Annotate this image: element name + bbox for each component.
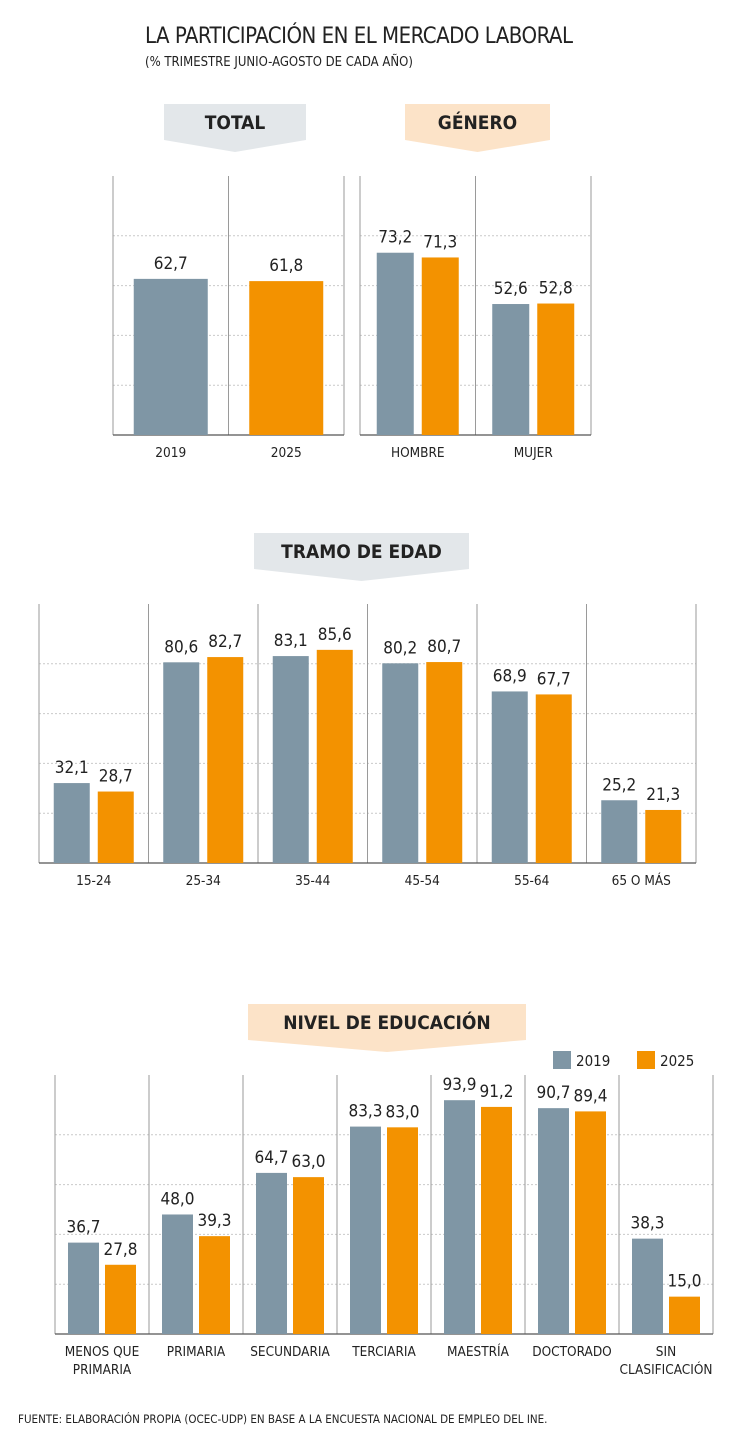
genero-bar	[492, 304, 530, 435]
edad-bar	[207, 657, 244, 863]
legend-label: 2025	[660, 1052, 694, 1070]
educacion-tick-label: PRIMARIA	[73, 1362, 132, 1378]
educacion-bar	[632, 1238, 663, 1334]
educacion-data-label: 38,3	[630, 1214, 664, 1234]
edad-data-label: 80,7	[427, 637, 461, 657]
edad-data-label: 80,6	[164, 637, 198, 657]
genero-banner	[405, 104, 550, 152]
edad-data-label: 21,3	[646, 785, 680, 805]
educacion-tick-label: SIN	[656, 1344, 676, 1360]
educacion-bar	[387, 1127, 418, 1334]
educacion-bar	[481, 1106, 512, 1334]
educacion-banner-label: NIVEL DE EDUCACIÓN	[283, 1010, 491, 1034]
educacion-data-label: 63,0	[291, 1152, 325, 1172]
edad-data-label: 82,7	[208, 632, 242, 652]
total-data-label: 62,7	[154, 254, 188, 274]
page-title: LA PARTICIPACIÓN EN EL MERCADO LABORAL	[145, 24, 573, 49]
source-note: FUENTE: ELABORACIÓN PROPIA (OCEC-UDP) EN…	[18, 1412, 548, 1426]
edad-bar	[163, 662, 200, 863]
educacion-tick-label: TERCIARIA	[351, 1344, 416, 1360]
total-banner	[164, 104, 306, 152]
educacion-bar	[538, 1108, 569, 1334]
educacion-data-label: 91,2	[479, 1082, 513, 1102]
educacion-tick-label: PRIMARIA	[167, 1344, 226, 1360]
genero-tick-label: MUJER	[514, 445, 554, 461]
edad-data-label: 28,7	[99, 767, 133, 787]
edad-data-label: 32,1	[55, 758, 89, 778]
total-data-label: 61,8	[269, 256, 303, 276]
educacion-bar	[68, 1242, 99, 1334]
edad-data-label: 68,9	[493, 666, 527, 686]
edad-bar	[491, 691, 528, 863]
edad-data-label: 25,2	[602, 775, 636, 795]
edad-tick-label: 15-24	[76, 873, 112, 889]
genero-data-label: 71,3	[423, 232, 457, 252]
educacion-bar	[256, 1172, 287, 1334]
educacion-tick-label: MENOS QUE	[65, 1344, 140, 1360]
edad-tick-label: 35-44	[295, 873, 331, 889]
educacion-bar	[350, 1126, 381, 1334]
genero-bar	[537, 303, 575, 435]
educacion-tick-label: CLASIFICACIÓN	[620, 1360, 713, 1378]
legend-swatch	[637, 1051, 655, 1069]
genero-data-label: 52,6	[494, 279, 528, 299]
edad-bar	[645, 809, 682, 863]
genero-tick-label: HOMBRE	[391, 445, 445, 461]
edad-data-label: 83,1	[274, 631, 308, 651]
educacion-bar	[444, 1100, 475, 1334]
educacion-bar	[293, 1177, 324, 1334]
edad-data-label: 80,2	[383, 638, 417, 658]
page-subtitle: (% TRIMESTRE JUNIO-AGOSTO DE CADA AÑO)	[145, 55, 413, 70]
educacion-bar	[199, 1236, 230, 1334]
educacion-data-label: 93,9	[442, 1075, 476, 1095]
edad-banner	[254, 533, 469, 581]
edad-bar	[426, 662, 463, 863]
educacion-data-label: 89,4	[573, 1086, 607, 1106]
educacion-bar	[575, 1111, 606, 1334]
genero-data-label: 73,2	[378, 228, 412, 248]
edad-bar	[53, 783, 90, 863]
total-bar	[249, 281, 324, 435]
edad-bar	[272, 656, 309, 863]
edad-tick-label: 55-64	[514, 873, 550, 889]
educacion-data-label: 64,7	[254, 1148, 288, 1168]
edad-bar	[97, 791, 134, 863]
edad-data-label: 67,7	[537, 669, 571, 689]
educacion-data-label: 36,7	[66, 1218, 100, 1238]
educacion-data-label: 15,0	[667, 1272, 701, 1292]
educacion-data-label: 27,8	[103, 1240, 137, 1260]
edad-bar	[601, 800, 638, 863]
edad-data-label: 85,6	[318, 625, 352, 645]
legend-label: 2019	[576, 1052, 610, 1070]
educacion-tick-label: DOCTORADO	[532, 1344, 611, 1360]
edad-banner-label: TRAMO DE EDAD	[281, 541, 442, 563]
educacion-bar	[105, 1264, 136, 1334]
edad-tick-label: 65 O MÁS	[612, 872, 672, 889]
total-bar	[133, 278, 208, 435]
legend-swatch	[553, 1051, 571, 1069]
educacion-data-label: 83,3	[348, 1102, 382, 1122]
total-tick-label: 2019	[155, 445, 186, 461]
educacion-data-label: 39,3	[197, 1211, 231, 1231]
edad-tick-label: 25-34	[186, 873, 222, 889]
edad-bar	[535, 694, 572, 863]
educacion-bar	[162, 1214, 193, 1334]
genero-data-label: 52,8	[539, 279, 573, 299]
edad-bar	[382, 663, 419, 863]
educacion-data-label: 48,0	[160, 1189, 194, 1209]
genero-bar	[376, 252, 414, 435]
educacion-banner	[248, 1004, 526, 1052]
edad-bar	[316, 649, 353, 863]
educacion-tick-label: MAESTRÍA	[447, 1343, 510, 1360]
total-tick-label: 2025	[271, 445, 302, 461]
educacion-data-label: 90,7	[536, 1083, 570, 1103]
genero-bar	[421, 257, 459, 435]
edad-tick-label: 45-54	[405, 873, 441, 889]
total-banner-label: TOTAL	[205, 112, 266, 134]
educacion-data-label: 83,0	[385, 1102, 419, 1122]
educacion-tick-label: SECUNDARIA	[250, 1344, 330, 1360]
educacion-bar	[669, 1296, 700, 1334]
genero-banner-label: GÉNERO	[438, 111, 517, 134]
